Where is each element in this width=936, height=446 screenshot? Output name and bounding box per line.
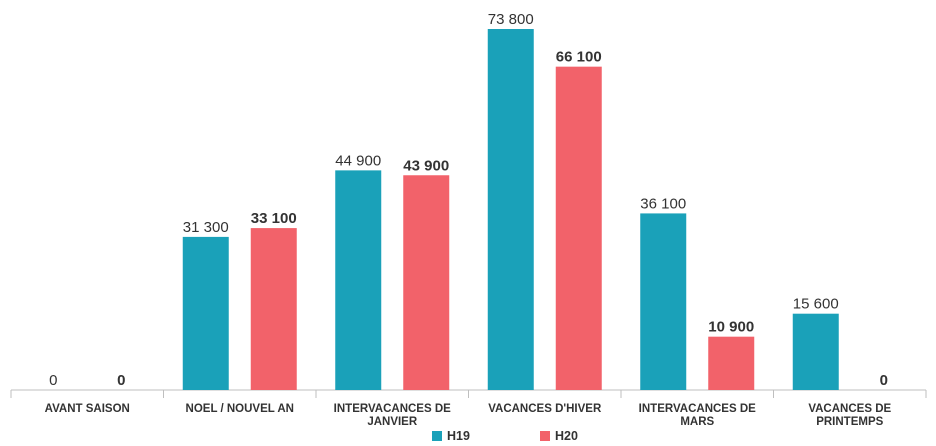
value-label: 43 900 [403, 157, 449, 174]
bar [487, 29, 534, 390]
x-tick-label: VACANCES D'HIVER [488, 403, 602, 415]
bar [335, 170, 382, 390]
x-tick-label: NOEL / NOUVEL AN [185, 403, 294, 415]
value-label: 0 [117, 372, 125, 389]
value-label: 0 [49, 372, 57, 389]
legend-item: H19 [432, 429, 470, 443]
legend-item: H20 [540, 429, 578, 443]
bar [182, 236, 229, 390]
legend-label: H20 [555, 429, 578, 443]
value-label: 10 900 [708, 319, 754, 336]
value-label: 73 800 [488, 11, 534, 28]
x-tick-label: INTERVACANCES DE MARS [638, 403, 756, 428]
value-label: 66 100 [556, 49, 602, 66]
x-tick-label: INTERVACANCES DE JANVIER [333, 403, 451, 428]
legend: H19 H20 [0, 429, 936, 445]
value-label: 44 900 [335, 152, 381, 169]
legend-swatch [540, 431, 550, 441]
x-tick-label: AVANT SAISON [44, 403, 130, 415]
value-label: 0 [880, 372, 888, 389]
value-label: 33 100 [251, 210, 297, 227]
value-label: 15 600 [793, 296, 839, 313]
value-label: 31 300 [183, 219, 229, 236]
bar [640, 213, 687, 390]
bar [708, 336, 755, 390]
legend-label: H19 [447, 429, 470, 443]
bar [403, 175, 450, 390]
bar [555, 66, 602, 390]
value-label: 36 100 [640, 195, 686, 212]
bar [250, 228, 297, 390]
bar [792, 313, 839, 390]
x-tick-label: VACANCES DE PRINTEMPS [808, 403, 892, 428]
legend-swatch [432, 431, 442, 441]
